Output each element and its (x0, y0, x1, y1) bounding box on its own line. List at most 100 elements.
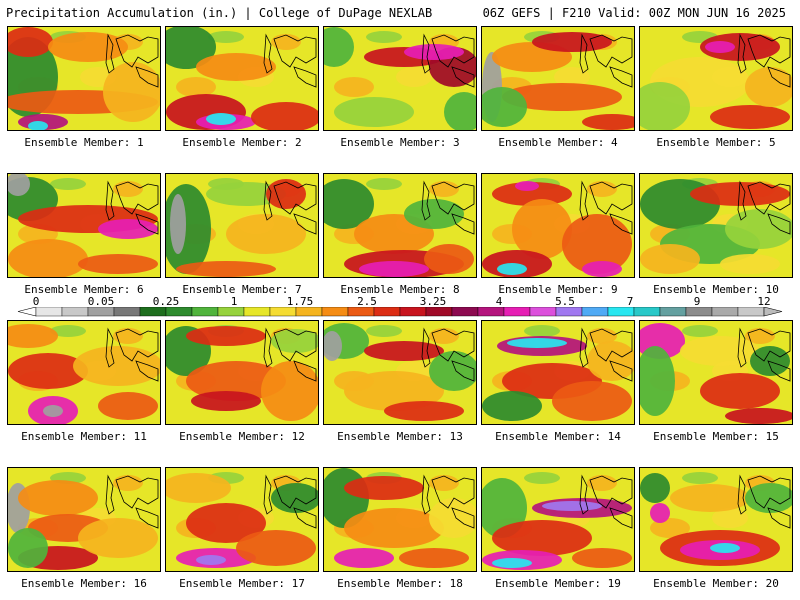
precip-field (482, 321, 634, 424)
ensemble-member-label: Ensemble Member: 14 (495, 430, 621, 443)
precip-field (640, 321, 792, 424)
precip-field (166, 174, 318, 277)
ensemble-member-label: Ensemble Member: 3 (340, 136, 460, 149)
colorbar-swatch (685, 307, 713, 317)
ensemble-member-label: Ensemble Member: 4 (498, 136, 618, 149)
ensemble-member-label: Ensemble Member: 2 (182, 136, 302, 149)
precip-field (482, 27, 634, 130)
colorbar-tick-label: 0.05 (87, 295, 115, 308)
colorbar-swatch (529, 307, 557, 317)
precip-field (8, 468, 160, 571)
great-lakes-outline (105, 33, 159, 88)
great-lakes-outline (737, 180, 791, 235)
colorbar-tick-label: 9 (693, 295, 701, 308)
great-lakes-outline (421, 33, 475, 88)
colorbar-swatch (113, 307, 141, 317)
colorbar-swatch (217, 307, 245, 317)
great-lakes-outline (263, 327, 317, 382)
colorbar-tick-label: 4 (495, 295, 503, 308)
ensemble-map-panel (165, 467, 319, 572)
ensemble-map-panel (639, 26, 793, 131)
great-lakes-outline (579, 327, 633, 382)
ensemble-map-panel (165, 26, 319, 131)
colorbar: 0 0.05 0.25 1 1.75 2.5 3.25 4 5.5 7 9 12 (0, 296, 800, 318)
ensemble-member-label: Ensemble Member: 15 (653, 430, 779, 443)
colorbar-tick-label: 0.25 (152, 295, 180, 308)
colorbar-tick-label: 5.5 (555, 295, 575, 308)
colorbar-swatch (295, 307, 323, 317)
ensemble-map-panel (323, 320, 477, 425)
ensemble-member-label: Ensemble Member: 8 (340, 283, 460, 296)
great-lakes-outline (737, 327, 791, 382)
colorbar-tick-label: 1 (230, 295, 238, 308)
precip-field (8, 27, 160, 130)
colorbar-tick-label: 1.75 (286, 295, 314, 308)
colorbar-swatch (191, 307, 219, 317)
colorbar-swatch (35, 307, 63, 317)
colorbar-strip (17, 307, 783, 317)
run-valid-time: 06Z GEFS | F210 Valid: 00Z MON JUN 16 20… (482, 6, 786, 20)
precip-field (166, 468, 318, 571)
ensemble-member-label: Ensemble Member: 12 (179, 430, 305, 443)
ensemble-map-panel (481, 26, 635, 131)
ensemble-map-panel (481, 173, 635, 278)
precip-field (482, 468, 634, 571)
colorbar-swatch (321, 307, 349, 317)
colorbar-swatch (61, 307, 89, 317)
ensemble-member-label: Ensemble Member: 9 (498, 283, 618, 296)
ensemble-map-panel (481, 320, 635, 425)
great-lakes-outline (421, 327, 475, 382)
ensemble-member-label: Ensemble Member: 11 (21, 430, 147, 443)
precip-field (324, 174, 476, 277)
great-lakes-outline (421, 180, 475, 235)
precip-field (8, 321, 160, 424)
great-lakes-outline (579, 33, 633, 88)
ensemble-map-panel (7, 26, 161, 131)
colorbar-tick-label: 0 (32, 295, 40, 308)
colorbar-swatch (399, 307, 427, 317)
precip-field (640, 468, 792, 571)
ensemble-member-label: Ensemble Member: 16 (21, 577, 147, 590)
colorbar-swatch (659, 307, 687, 317)
ensemble-map-panel (323, 26, 477, 131)
ensemble-map-panel (323, 467, 477, 572)
ensemble-map-panel (323, 173, 477, 278)
colorbar-tick-label: 2.5 (357, 295, 377, 308)
colorbar-max-arrow (763, 307, 783, 317)
great-lakes-outline (105, 327, 159, 382)
great-lakes-outline (263, 474, 317, 529)
precip-field (324, 321, 476, 424)
colorbar-swatch (243, 307, 271, 317)
precip-field (324, 468, 476, 571)
great-lakes-outline (421, 474, 475, 529)
ensemble-map-panel (639, 173, 793, 278)
great-lakes-outline (737, 474, 791, 529)
colorbar-swatch (503, 307, 531, 317)
ensemble-map-panel (639, 467, 793, 572)
ensemble-map-panel (7, 320, 161, 425)
ensemble-member-label: Ensemble Member: 18 (337, 577, 463, 590)
ensemble-map-panel (7, 467, 161, 572)
colorbar-tick-label: 12 (757, 295, 771, 308)
colorbar-swatch (607, 307, 635, 317)
colorbar-swatch (425, 307, 453, 317)
great-lakes-outline (105, 474, 159, 529)
precip-field (482, 174, 634, 277)
great-lakes-outline (263, 33, 317, 88)
ensemble-map-panel (165, 320, 319, 425)
ensemble-member-label: Ensemble Member: 17 (179, 577, 305, 590)
great-lakes-outline (579, 180, 633, 235)
great-lakes-outline (263, 180, 317, 235)
ensemble-member-label: Ensemble Member: 7 (182, 283, 302, 296)
ensemble-map-panel (165, 173, 319, 278)
colorbar-swatch (373, 307, 401, 317)
precip-field (324, 27, 476, 130)
colorbar-swatch (139, 307, 167, 317)
precip-field (640, 27, 792, 130)
colorbar-swatch (581, 307, 609, 317)
map-title: Precipitation Accumulation (in.) | Colle… (6, 6, 433, 20)
precip-field (166, 321, 318, 424)
colorbar-swatch (633, 307, 661, 317)
colorbar-swatch (87, 307, 115, 317)
ensemble-member-label: Ensemble Member: 5 (656, 136, 776, 149)
